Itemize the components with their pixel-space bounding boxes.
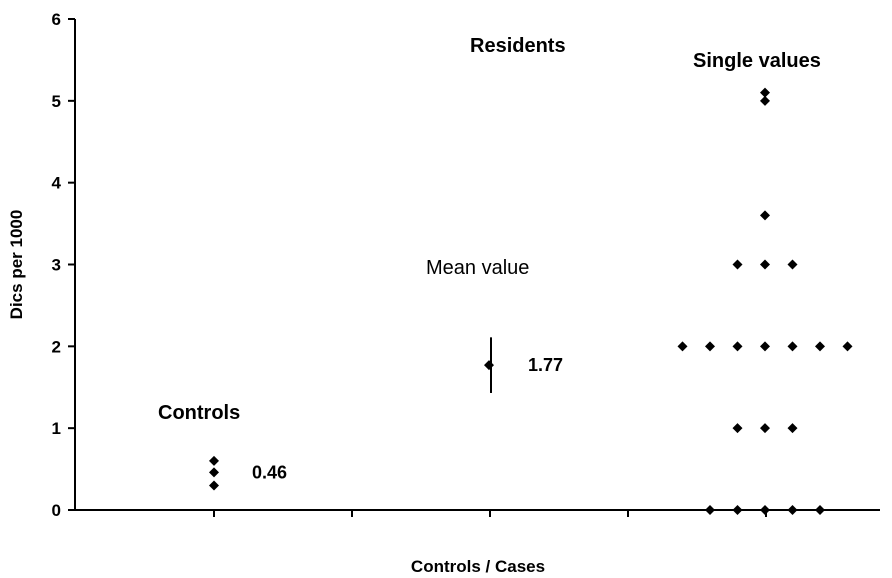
residents-mean-label: 1.77 [528, 355, 563, 375]
single-values-point-9 [760, 341, 770, 352]
single-values-point-1 [760, 95, 770, 106]
data-points [209, 87, 853, 515]
residents-point-0 [484, 360, 494, 371]
y-tick-label-1: 1 [52, 419, 61, 438]
controls-point-1 [209, 467, 219, 478]
y-tick-label-2: 2 [52, 337, 61, 356]
y-axis-ticks [68, 18, 75, 511]
single-values-point-3 [732, 259, 743, 270]
y-tick-label-6: 6 [52, 10, 61, 29]
single-values-point-12 [842, 341, 853, 352]
single-values-point-14 [760, 423, 770, 434]
single-values-point-7 [705, 341, 715, 352]
controls-point-2 [209, 455, 219, 466]
single-values-point-13 [732, 423, 743, 434]
x-axis-title: Controls / Cases [411, 557, 545, 576]
single-values-point-18 [760, 505, 770, 515]
controls-annotation: Controls [158, 402, 240, 424]
single-values-point-11 [815, 341, 825, 352]
single-values-point-10 [787, 341, 798, 352]
controls-point-0 [209, 480, 219, 491]
single-values-point-0 [760, 87, 770, 98]
mean-value-annotation: Mean value [426, 257, 529, 279]
single-values-point-4 [760, 259, 770, 270]
single-values-point-20 [815, 505, 825, 515]
single-values-annotation: Single values [693, 50, 821, 72]
y-tick-label-4: 4 [52, 174, 62, 193]
single-values-point-19 [787, 505, 798, 515]
single-values-point-6 [677, 341, 688, 352]
y-axis-tick-labels: 0 1 2 3 4 5 6 [52, 10, 62, 520]
y-tick-label-0: 0 [52, 501, 61, 520]
single-values-point-16 [705, 505, 715, 515]
single-values-point-15 [787, 423, 798, 434]
single-values-point-17 [732, 505, 743, 515]
single-values-point-8 [732, 341, 743, 352]
y-axis-title: Dics per 1000 [7, 210, 26, 320]
residents-annotation: Residents [470, 35, 566, 57]
single-values-point-5 [787, 259, 798, 270]
x-axis-ticks [213, 510, 767, 517]
y-tick-label-5: 5 [52, 92, 61, 111]
y-tick-label-3: 3 [52, 256, 61, 275]
controls-mean-label: 0.46 [252, 462, 287, 482]
single-values-point-2 [760, 210, 770, 221]
